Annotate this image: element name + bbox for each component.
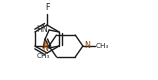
Text: CH₃: CH₃ bbox=[96, 43, 109, 49]
Text: N: N bbox=[84, 42, 90, 50]
Text: F: F bbox=[45, 4, 49, 12]
Text: HN: HN bbox=[36, 24, 48, 34]
Text: N: N bbox=[42, 44, 48, 52]
Text: CH₃: CH₃ bbox=[36, 53, 50, 59]
Text: N: N bbox=[42, 42, 48, 50]
